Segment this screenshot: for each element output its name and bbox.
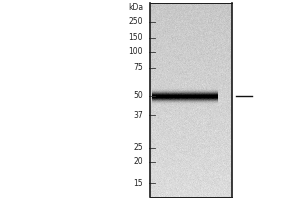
Text: 15: 15 xyxy=(134,178,143,188)
Text: 75: 75 xyxy=(133,64,143,72)
Text: 50: 50 xyxy=(133,92,143,100)
Text: 37: 37 xyxy=(133,110,143,119)
Text: 100: 100 xyxy=(128,47,143,56)
Text: 150: 150 xyxy=(128,33,143,43)
Text: 20: 20 xyxy=(134,158,143,166)
Text: 250: 250 xyxy=(128,18,143,26)
Text: kDa: kDa xyxy=(128,3,143,12)
Text: 25: 25 xyxy=(134,144,143,152)
